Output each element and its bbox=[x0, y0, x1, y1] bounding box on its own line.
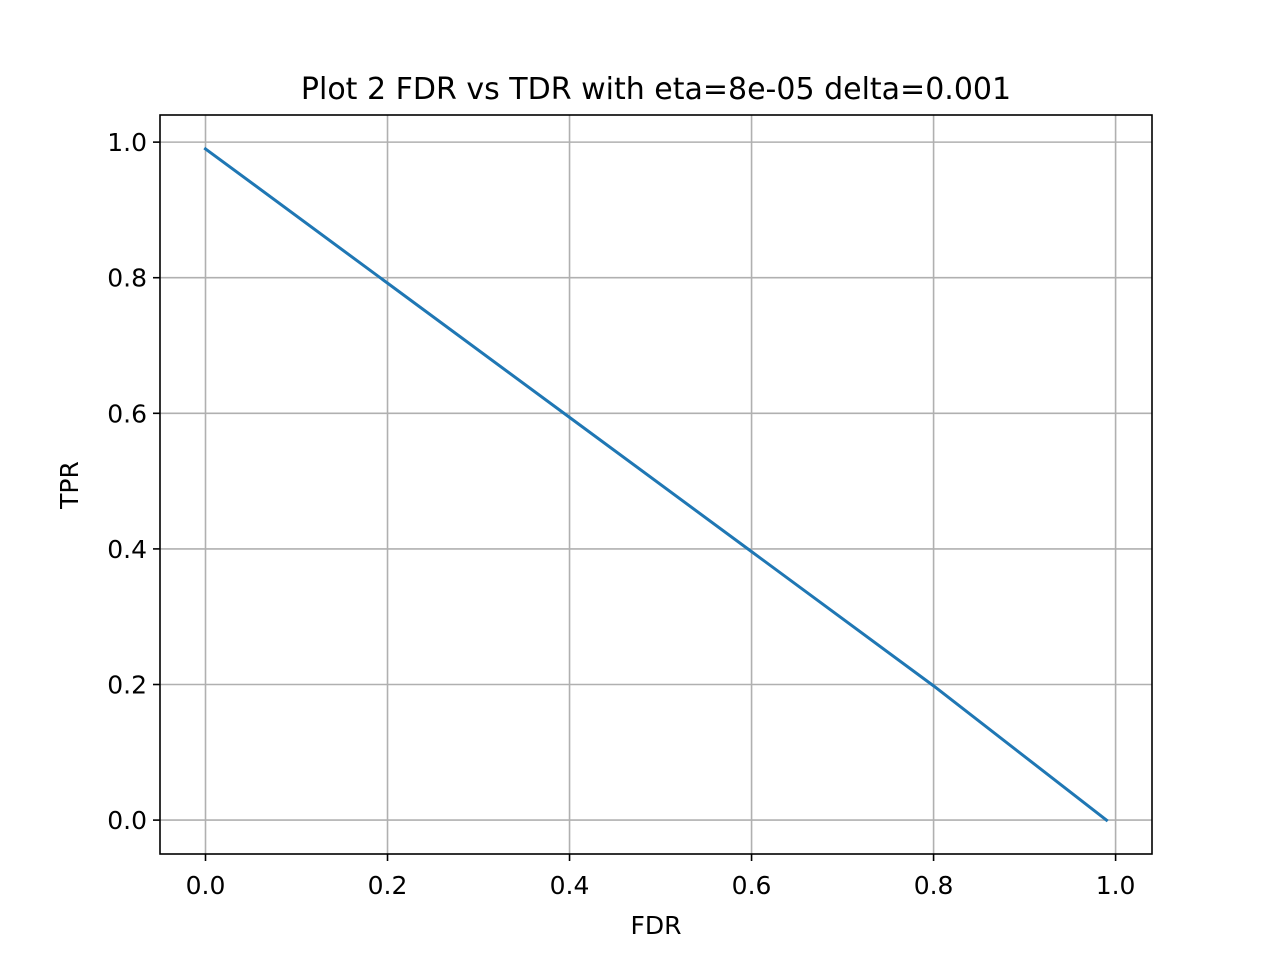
x-tick-label: 0.4 bbox=[550, 871, 590, 900]
x-tick-label: 0.8 bbox=[914, 871, 954, 900]
chart-title: Plot 2 FDR vs TDR with eta=8e-05 delta=0… bbox=[301, 72, 1011, 107]
y-tick-label: 1.0 bbox=[107, 128, 147, 157]
x-axis-label: FDR bbox=[630, 911, 681, 940]
plot-frame bbox=[159, 114, 1153, 855]
y-axis-label: TPR bbox=[55, 461, 84, 510]
y-tick-label: 0.8 bbox=[107, 264, 147, 293]
y-axis-ticks: 0.0 0.2 0.4 0.6 0.8 1.0 bbox=[107, 128, 160, 835]
x-tick-label: 1.0 bbox=[1096, 871, 1136, 900]
x-tick-label: 0.6 bbox=[732, 871, 772, 900]
x-tick-label: 0.0 bbox=[186, 871, 226, 900]
y-tick-label: 0.6 bbox=[107, 399, 147, 428]
series-layer bbox=[203, 146, 1109, 823]
y-tick-label: 0.2 bbox=[107, 671, 147, 700]
x-tick-label: 0.2 bbox=[368, 871, 408, 900]
series-line bbox=[203, 146, 1109, 823]
x-axis-ticks: 0.0 0.2 0.4 0.6 0.8 1.0 bbox=[186, 854, 1136, 900]
grid-lines bbox=[160, 115, 1152, 854]
y-tick-label: 0.0 bbox=[107, 806, 147, 835]
y-tick-label: 0.4 bbox=[107, 535, 147, 564]
